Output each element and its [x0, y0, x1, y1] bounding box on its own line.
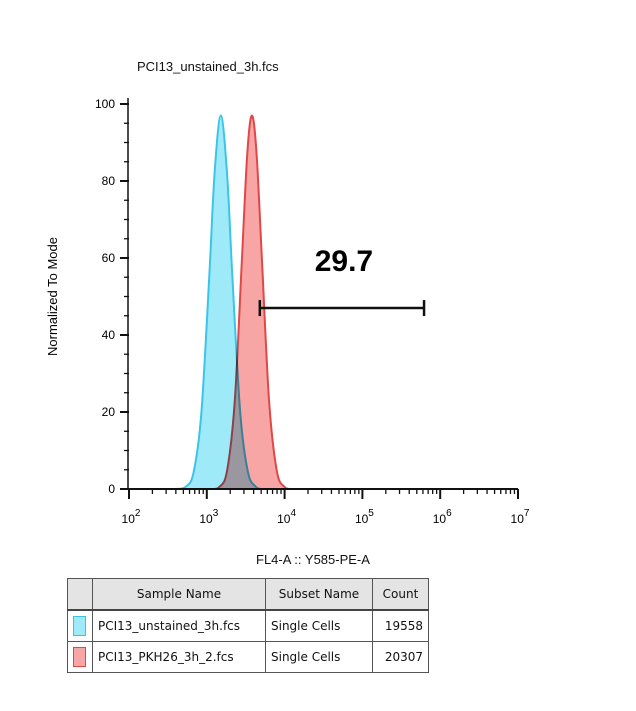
- legend-swatch-cell: [67, 641, 93, 673]
- legend-header-count: Count: [372, 578, 429, 611]
- x-tick-label: 103: [199, 508, 218, 526]
- legend-swatch-cyan: [73, 616, 86, 636]
- y-tick-label: 100: [95, 97, 115, 111]
- legend-subset: Single Cells: [265, 641, 373, 673]
- legend-header-subset: Subset Name: [265, 578, 373, 611]
- y-tick-label: 60: [102, 251, 116, 265]
- legend-count: 20307: [372, 641, 429, 673]
- legend-subset: Single Cells: [265, 609, 373, 642]
- x-tick-label: 102: [122, 508, 141, 526]
- y-tick-label: 0: [108, 482, 115, 496]
- legend-sample: PCI13_unstained_3h.fcs: [92, 609, 266, 642]
- legend-sample: PCI13_PKH26_3h_2.fcs: [92, 641, 266, 673]
- histogram-series-1: [211, 114, 293, 491]
- legend-row: PCI13_unstained_3h.fcs Single Cells 1955…: [67, 609, 429, 642]
- legend-swatch-red: [73, 647, 86, 667]
- x-tick-label: 104: [277, 508, 296, 526]
- x-tick-label: 106: [433, 508, 452, 526]
- x-tick-label: 107: [511, 508, 530, 526]
- legend-header-sample: Sample Name: [92, 578, 266, 611]
- chart-title: PCI13_unstained_3h.fcs: [137, 59, 279, 74]
- legend-header-row: Sample Name Subset Name Count: [67, 578, 429, 611]
- legend-table: Sample Name Subset Name Count PCI13_unst…: [67, 578, 429, 673]
- x-axis-label: FL4-A :: Y585-PE-A: [256, 552, 370, 567]
- legend-row: PCI13_PKH26_3h_2.fcs Single Cells 20307: [67, 641, 429, 673]
- x-tick-label: 105: [355, 508, 374, 526]
- legend-swatch-cell: [67, 609, 93, 642]
- gate-percentage-label: 29.7: [315, 245, 373, 278]
- y-tick-label: 80: [102, 174, 116, 188]
- histogram-chart: 0 20 40 60 80 100 102 103 104 105 106 107 Normalized…: [45, 97, 530, 526]
- y-tick-label: 20: [102, 405, 116, 419]
- legend-count: 19558: [372, 609, 429, 642]
- legend-header-swatch: [67, 578, 93, 611]
- y-axis-label: Normalized To Mode: [45, 237, 60, 356]
- y-tick-label: 40: [102, 328, 116, 342]
